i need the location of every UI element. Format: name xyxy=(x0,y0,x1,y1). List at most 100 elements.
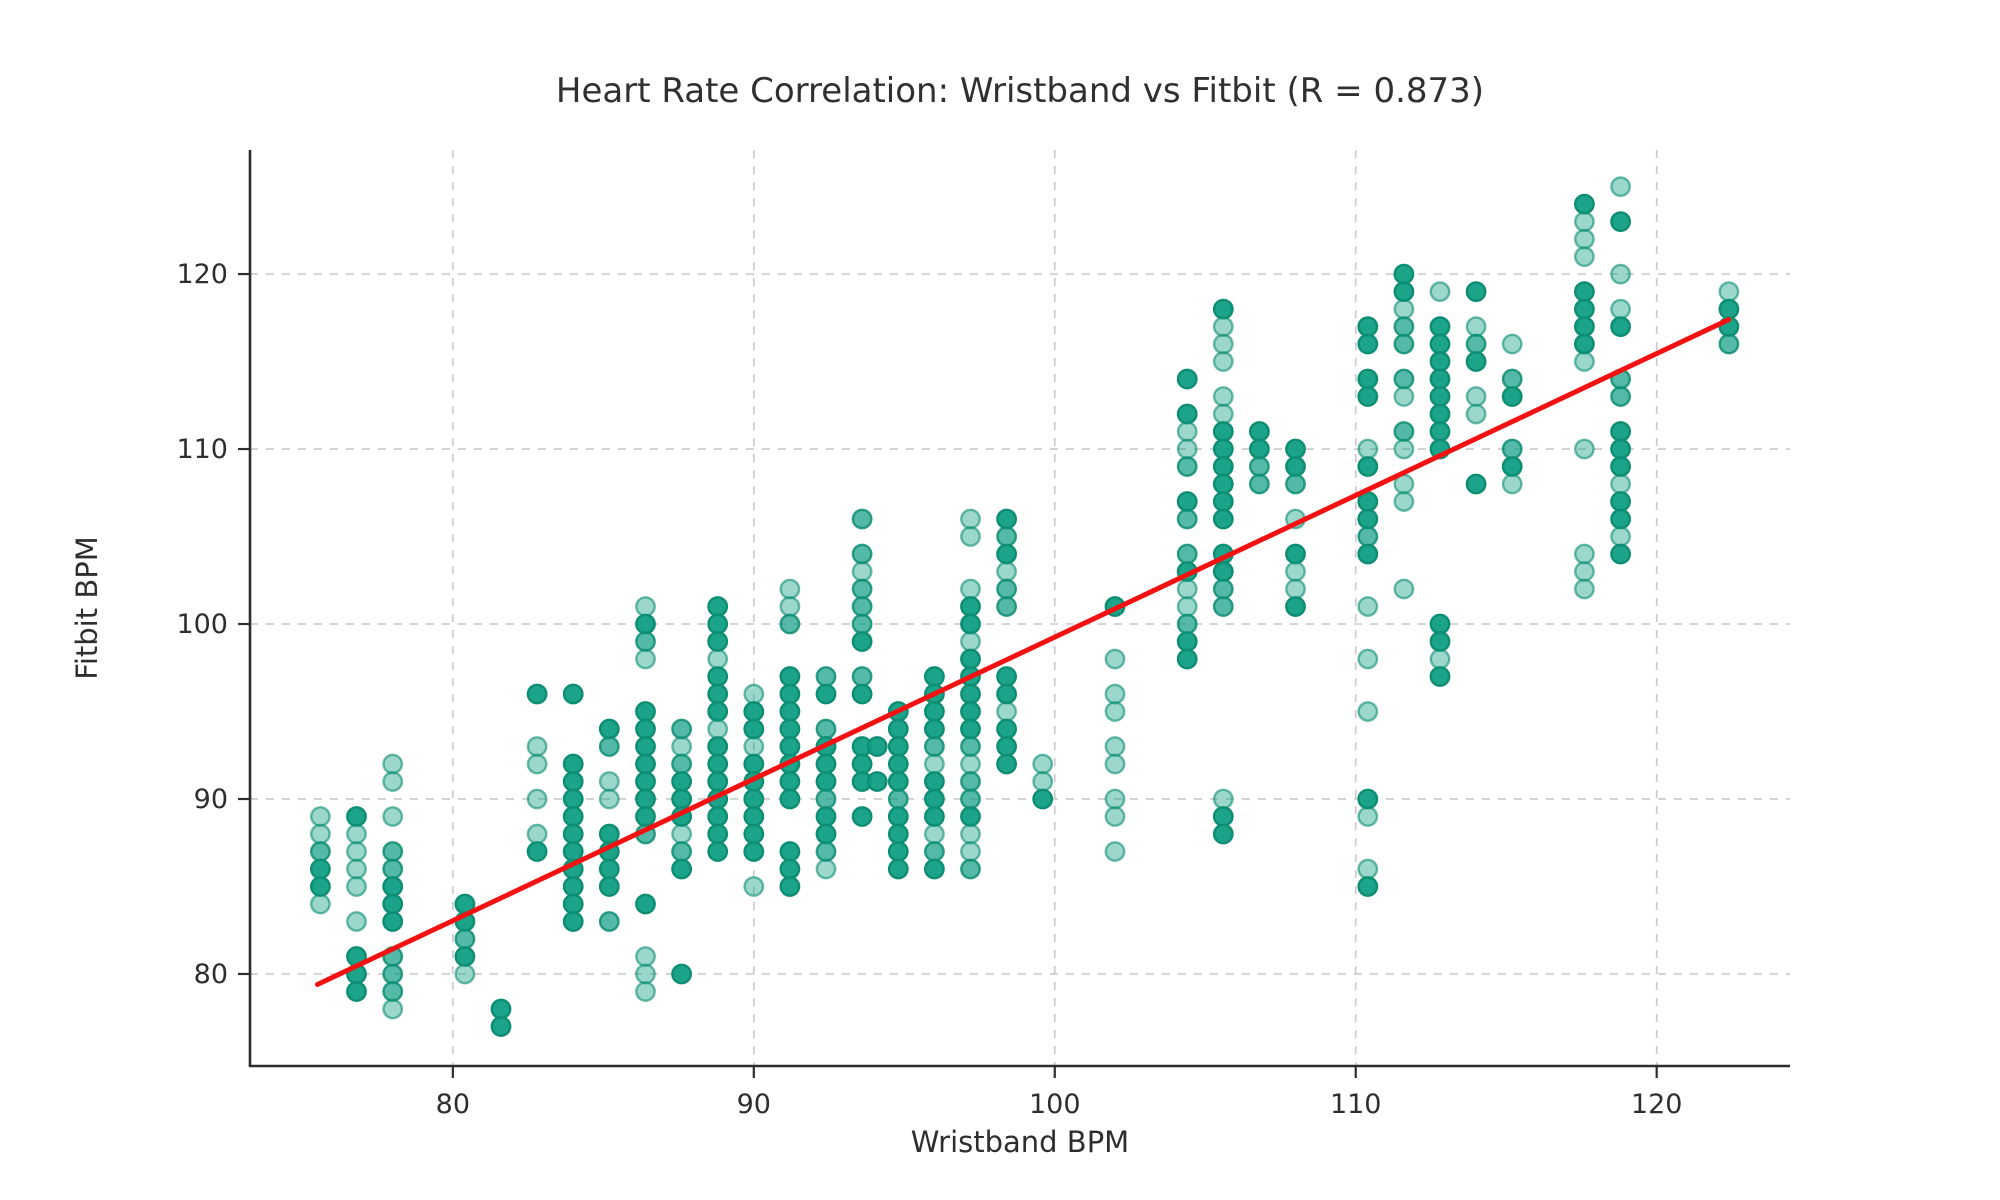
data-point xyxy=(671,718,692,740)
x-tick-label: 100 xyxy=(1029,1089,1081,1120)
data-point xyxy=(1032,753,1054,775)
data-point xyxy=(815,666,837,687)
data-point xyxy=(996,736,1017,757)
data-point xyxy=(1429,351,1451,372)
data-point xyxy=(1357,526,1379,547)
data-point xyxy=(1104,701,1126,722)
data-point xyxy=(1285,438,1306,460)
data-point xyxy=(779,596,801,617)
x-tick-label: 110 xyxy=(1330,1089,1382,1120)
data-point xyxy=(1285,561,1306,582)
data-point xyxy=(1104,788,1126,810)
data-point xyxy=(382,753,404,775)
data-point xyxy=(1212,421,1234,442)
data-point xyxy=(1176,438,1198,460)
data-point xyxy=(887,788,909,810)
data-point xyxy=(887,806,909,827)
data-point xyxy=(1610,421,1632,442)
data-point xyxy=(1357,508,1379,530)
data-point xyxy=(1465,351,1487,372)
data-point xyxy=(382,876,404,897)
data-point xyxy=(1574,246,1595,268)
data-point xyxy=(490,998,512,1020)
data-point xyxy=(1249,421,1270,442)
data-point xyxy=(1393,263,1415,285)
data-point xyxy=(851,508,873,530)
data-point xyxy=(671,736,692,757)
data-point xyxy=(562,911,584,932)
data-point xyxy=(346,981,367,1002)
data-point xyxy=(346,823,367,845)
data-point xyxy=(1393,421,1415,442)
data-point xyxy=(1176,456,1198,477)
data-point xyxy=(815,823,837,845)
y-tick-label: 90 xyxy=(194,784,228,815)
data-point xyxy=(1104,753,1126,775)
data-point xyxy=(996,666,1017,687)
data-point xyxy=(1212,788,1234,810)
data-point xyxy=(1501,473,1523,495)
data-point xyxy=(1357,876,1379,897)
data-point xyxy=(635,596,656,617)
data-point xyxy=(1104,648,1126,670)
data-point xyxy=(1574,281,1595,302)
data-point xyxy=(382,893,404,915)
data-point xyxy=(1574,578,1595,600)
data-point xyxy=(1429,421,1451,442)
data-point xyxy=(779,683,801,705)
data-point xyxy=(671,858,692,880)
data-point xyxy=(1574,543,1595,565)
data-point xyxy=(1357,648,1379,670)
data-point xyxy=(1357,806,1379,827)
x-axis-title: Wristband BPM xyxy=(911,1125,1129,1159)
data-point xyxy=(671,823,692,845)
data-point xyxy=(671,771,692,792)
data-point xyxy=(1574,211,1595,233)
data-point xyxy=(960,858,981,880)
data-point xyxy=(1212,298,1234,320)
trend-line xyxy=(314,317,1732,987)
data-point xyxy=(1465,333,1487,355)
data-point xyxy=(526,736,548,757)
data-point xyxy=(1429,631,1451,652)
data-point xyxy=(382,806,404,827)
data-point xyxy=(779,613,801,635)
data-point xyxy=(1357,368,1379,390)
data-point xyxy=(707,823,729,845)
data-point xyxy=(1285,543,1306,565)
data-point xyxy=(743,736,765,757)
data-point xyxy=(960,701,981,722)
data-point xyxy=(598,911,620,932)
data-point xyxy=(779,666,801,687)
data-point xyxy=(1610,316,1632,337)
data-point xyxy=(1718,281,1740,302)
data-point xyxy=(851,806,873,827)
data-point xyxy=(1176,578,1198,600)
data-point xyxy=(1357,316,1379,337)
data-point xyxy=(743,788,765,810)
data-point xyxy=(743,806,765,827)
data-point xyxy=(1574,193,1595,215)
data-point xyxy=(635,946,656,967)
data-point xyxy=(1610,473,1632,495)
data-point xyxy=(309,806,331,827)
data-point xyxy=(707,736,729,757)
data-point xyxy=(1212,386,1234,407)
data-point xyxy=(526,753,548,775)
y-axis-title: Fitbit BPM xyxy=(70,536,104,679)
data-point xyxy=(346,858,367,880)
data-point xyxy=(887,753,909,775)
data-point xyxy=(1104,841,1126,862)
data-point xyxy=(815,753,837,775)
data-point xyxy=(1393,386,1415,407)
data-point xyxy=(1429,666,1451,687)
data-point xyxy=(346,876,367,897)
data-point xyxy=(743,701,765,722)
data-point xyxy=(1176,368,1198,390)
y-tick-label: 100 xyxy=(176,609,228,640)
data-point xyxy=(887,718,909,740)
data-point xyxy=(960,508,981,530)
data-point xyxy=(562,806,584,827)
data-point xyxy=(960,771,981,792)
